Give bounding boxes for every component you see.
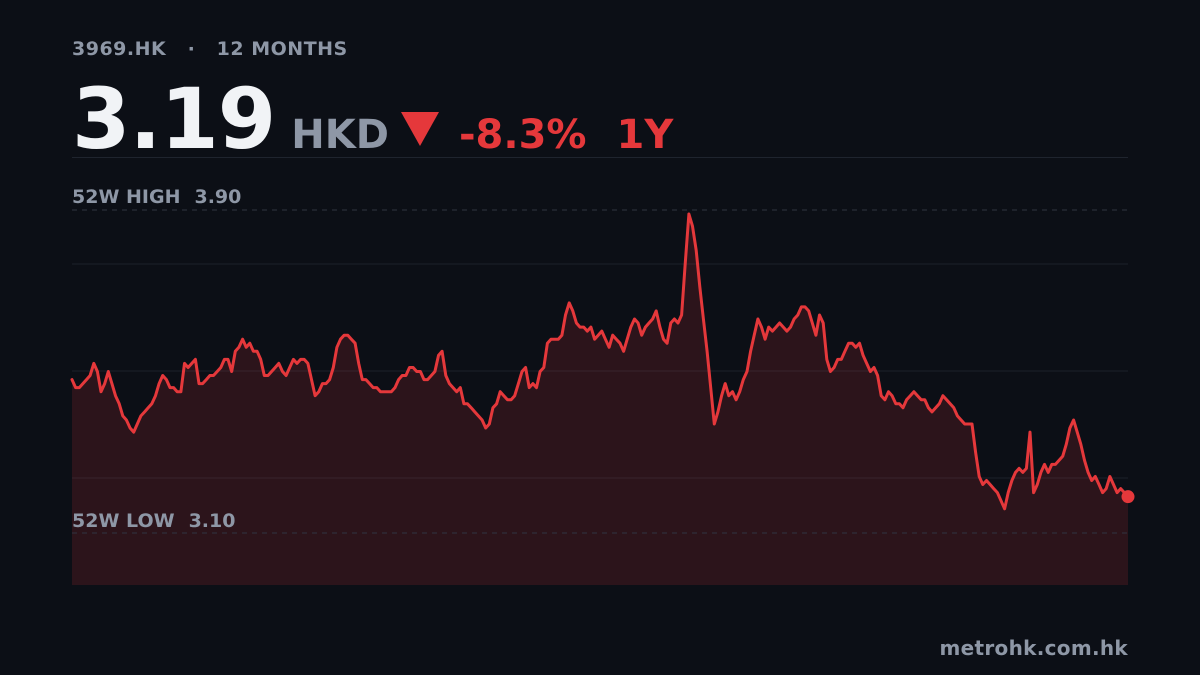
price-value: 3.19 bbox=[72, 70, 276, 168]
low-label-value: 3.10 bbox=[189, 510, 236, 532]
last-price-dot bbox=[1121, 490, 1135, 504]
time-window: 12 MONTHS bbox=[216, 38, 348, 60]
price-line bbox=[70, 212, 1130, 511]
ticker-line: 3969.HK · 12 MONTHS bbox=[72, 38, 348, 60]
source-footer: metrohk.com.hk bbox=[939, 636, 1128, 660]
change-percent: -8.3% bbox=[458, 112, 587, 158]
down-arrow-icon bbox=[400, 112, 439, 146]
price-row: 3.19 HKD -8.3% 1Y bbox=[72, 70, 674, 168]
price-area-fill bbox=[72, 214, 1128, 585]
ticker-symbol: 3969.HK bbox=[72, 38, 167, 60]
currency-label: HKD bbox=[291, 112, 389, 158]
low-label-text: 52W LOW bbox=[72, 510, 175, 532]
grid-lines bbox=[72, 263, 1128, 479]
low-label: 52W LOW 3.10 bbox=[72, 510, 235, 532]
high-label-text: 52W HIGH bbox=[72, 186, 180, 208]
ticker-separator: · bbox=[187, 38, 196, 60]
period-label: 1Y bbox=[616, 112, 674, 158]
high-label-value: 3.90 bbox=[194, 186, 241, 208]
high-label: 52W HIGH 3.90 bbox=[72, 186, 241, 208]
header-divider bbox=[72, 157, 1128, 158]
